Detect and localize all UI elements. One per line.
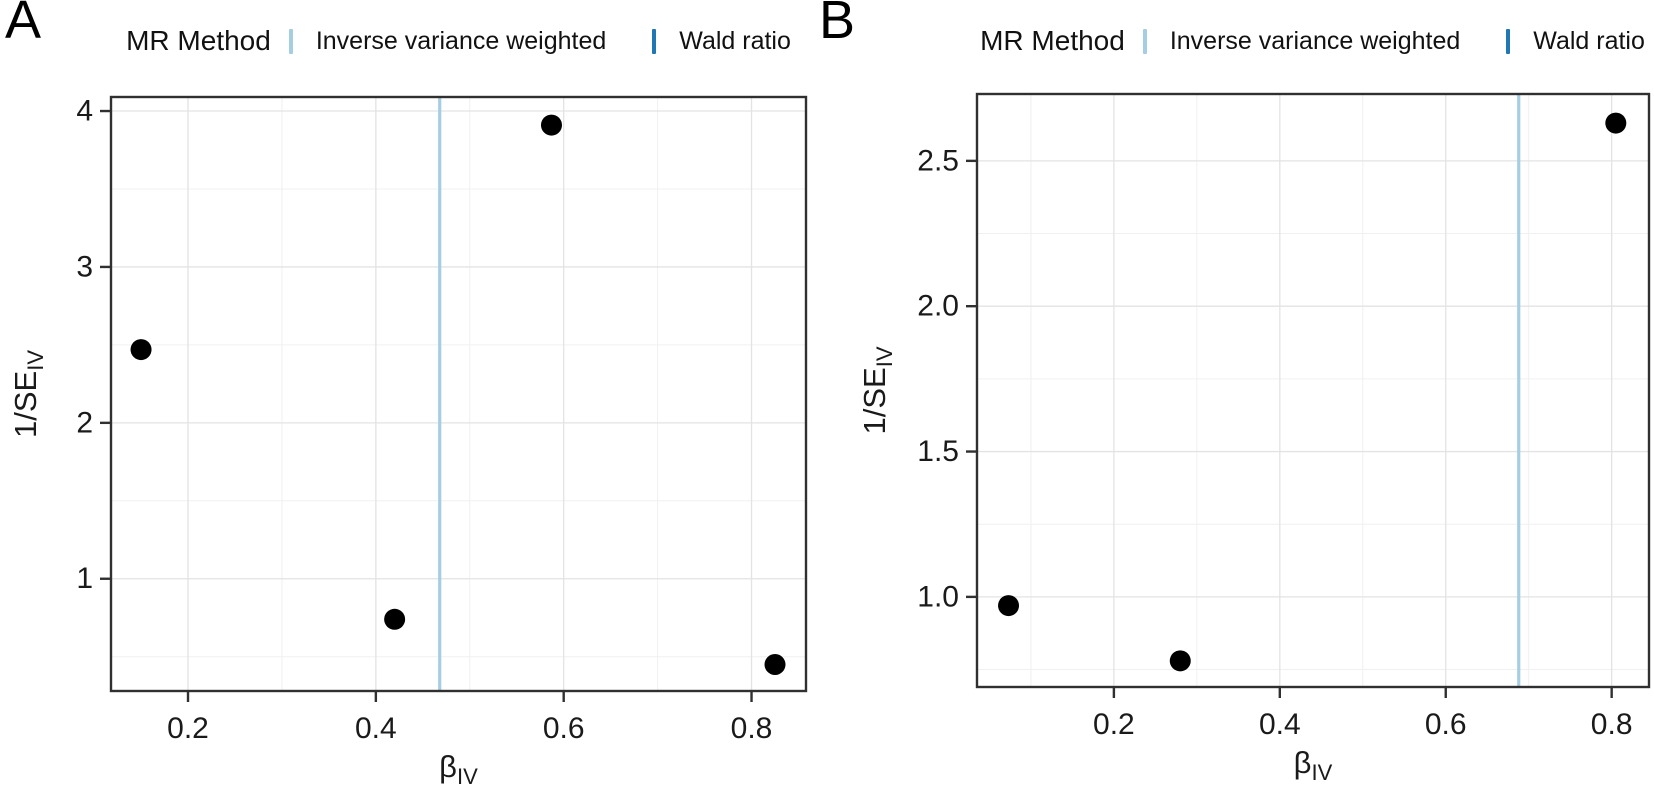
y-axis-label: 1/SEIV (8, 350, 48, 438)
y-tick-label: 1.0 (917, 580, 959, 613)
data-point (384, 608, 406, 630)
panel-label-a: A (5, 0, 42, 50)
x-axis-label-subscript: IV (457, 764, 478, 786)
y-axis-label-subscript: IV (872, 346, 897, 367)
data-point (1605, 112, 1627, 134)
panel-a: MR Method Inverse variance weighted Wald… (8, 25, 808, 786)
funnel-plot-b: 0.2 0.4 0.6 0.8 1.0 1.5 2.0 2.5 βIV 1/SEIV (857, 92, 1651, 785)
panel-border (975, 92, 1651, 689)
wald-ratio-line-key-icon (1506, 28, 1511, 54)
y-tick-label: 1 (76, 562, 93, 595)
x-tick-label: 0.8 (731, 712, 773, 745)
legend-item-label: Inverse variance weighted (315, 26, 607, 55)
funnel-plot-a: 0.2 0.4 0.6 0.8 1 2 3 4 βIV 1/SEIV (8, 95, 808, 786)
legend-a: MR Method Inverse variance weighted Wald… (45, 22, 872, 60)
x-tick-label: 0.2 (167, 712, 209, 745)
ivw-line-key-icon (288, 28, 293, 54)
y-tick-label: 2.5 (917, 144, 959, 177)
legend-title: MR Method (126, 25, 271, 56)
y-axis-label-subscript: IV (23, 350, 48, 371)
legend-item-wald: Wald ratio (1506, 27, 1645, 56)
data-point (130, 339, 152, 361)
ivw-line-key-icon (1142, 28, 1147, 54)
y-tick-label: 3 (76, 250, 93, 283)
legend-item-ivw: Inverse variance weighted (1142, 26, 1461, 56)
x-axis-label: βIV (439, 749, 478, 786)
panel-label-b: B (819, 0, 856, 50)
data-point (764, 653, 786, 675)
x-tick-label: 0.4 (1259, 708, 1301, 741)
legend-b: MR Method Inverse variance weighted Wald… (899, 22, 1654, 60)
data-point (540, 114, 562, 136)
wald-ratio-line-key-icon (652, 28, 657, 54)
x-tick-label: 0.4 (355, 712, 397, 745)
x-tick-label: 0.2 (1093, 708, 1135, 741)
x-tick-label: 0.6 (1425, 708, 1467, 741)
y-tick-label: 2 (76, 406, 93, 439)
legend-item-wald: Wald ratio (652, 27, 791, 56)
legend-item-label: Wald ratio (1533, 26, 1645, 55)
legend-title: MR Method (980, 25, 1125, 56)
data-point (998, 595, 1020, 617)
data-point (1169, 650, 1191, 672)
y-tick-label: 1.5 (917, 435, 959, 468)
panel-b: MR Method Inverse variance weighted Wald… (827, 0, 1654, 786)
x-axis-label: βIV (1294, 745, 1333, 785)
legend-item-ivw: Inverse variance weighted (288, 26, 607, 56)
y-tick-label: 4 (76, 95, 93, 128)
x-tick-label: 0.8 (1591, 708, 1633, 741)
legend-item-label: Inverse variance weighted (1169, 26, 1461, 55)
plot-background (977, 94, 1649, 687)
y-tick-label: 2.0 (917, 290, 959, 323)
plot-background (111, 97, 806, 691)
x-tick-label: 0.6 (543, 712, 585, 745)
panel-border (109, 95, 808, 693)
x-axis-label-subscript: IV (1312, 760, 1333, 785)
legend-item-label: Wald ratio (679, 26, 791, 55)
y-axis-label: 1/SEIV (857, 346, 897, 434)
